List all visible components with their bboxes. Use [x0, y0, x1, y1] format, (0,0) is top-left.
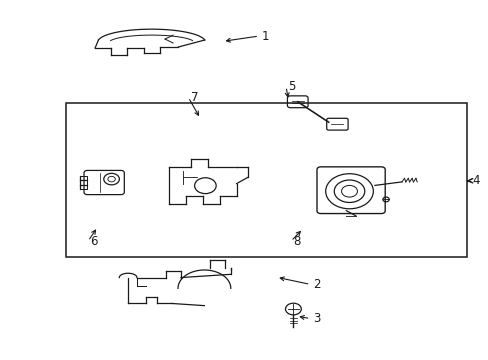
Text: 5: 5 [288, 80, 295, 93]
Text: 4: 4 [472, 174, 479, 187]
Text: 1: 1 [261, 30, 268, 42]
Text: 6: 6 [90, 235, 98, 248]
Text: 2: 2 [312, 278, 320, 291]
Text: 3: 3 [312, 312, 320, 325]
Text: 8: 8 [293, 235, 300, 248]
Text: 7: 7 [190, 91, 198, 104]
Bar [66, 103, 466, 257]
Bar [80, 176, 87, 189]
